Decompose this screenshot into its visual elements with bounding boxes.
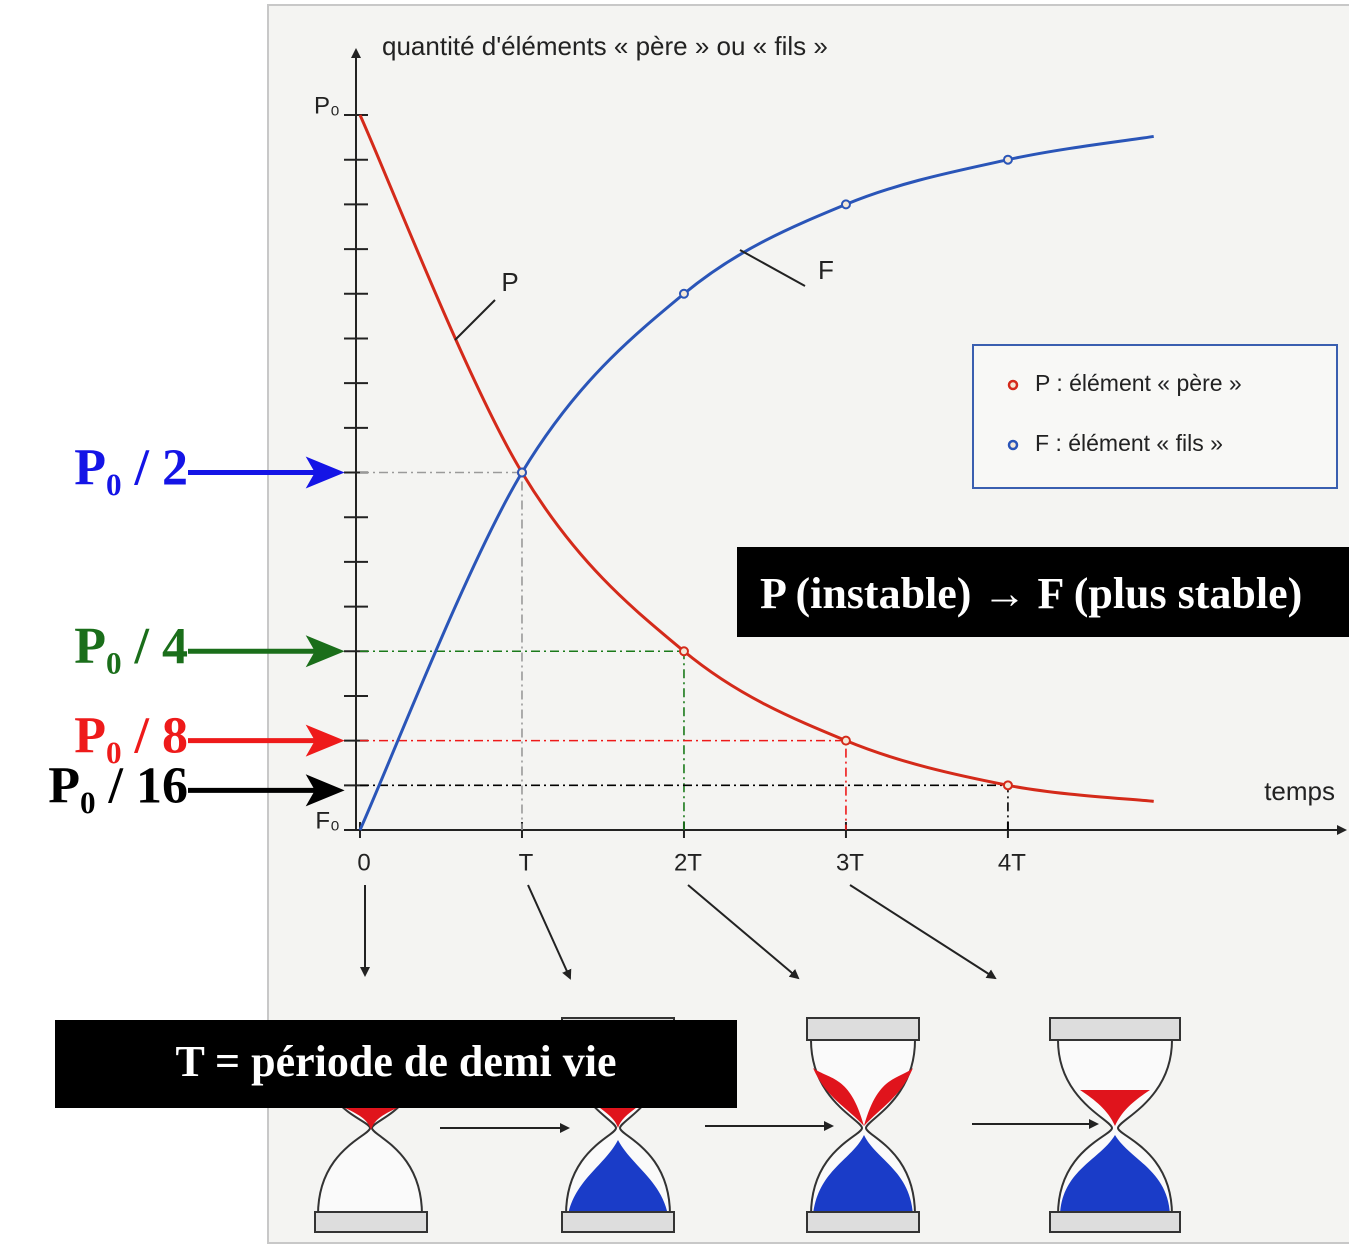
- point-marker: [1004, 156, 1012, 164]
- annotation-label: P₀ / 8: [74, 708, 188, 765]
- legend-swatch: [1009, 441, 1017, 449]
- chart: quantité d'éléments « père » ou « fils »…: [0, 0, 1349, 1248]
- y-tick-label: P₀: [314, 92, 340, 119]
- x-tick-label: 3T: [836, 849, 864, 876]
- point-marker: [842, 200, 850, 208]
- x-tick-label: T: [519, 849, 534, 876]
- note-text: P (instable) → F (plus stable): [760, 569, 1302, 618]
- annotation-label: P₀ / 16: [48, 757, 188, 814]
- curve-label: F: [818, 255, 834, 285]
- x-tick-label: 0: [357, 849, 370, 876]
- annotation-label: P₀ / 4: [74, 618, 188, 675]
- point-marker: [680, 647, 688, 655]
- point-marker: [518, 469, 526, 477]
- x-tick-label: 4T: [998, 849, 1026, 876]
- point-marker: [1004, 781, 1012, 789]
- y-tick-label: F₀: [315, 807, 340, 834]
- point-marker: [842, 737, 850, 745]
- legend-label: P : élément « père »: [1035, 370, 1242, 396]
- curve-label: P: [501, 267, 518, 297]
- legend-swatch: [1009, 381, 1017, 389]
- point-marker: [680, 290, 688, 298]
- y-axis-label: quantité d'éléments « père » ou « fils »: [382, 31, 828, 61]
- legend-label: F : élément « fils »: [1035, 430, 1223, 456]
- x-axis-label: temps: [1264, 776, 1335, 806]
- legend-box: [973, 345, 1337, 488]
- note-text: T = période de demi vie: [175, 1037, 616, 1086]
- annotation-label: P₀ / 2: [74, 439, 188, 496]
- x-tick-label: 2T: [674, 849, 702, 876]
